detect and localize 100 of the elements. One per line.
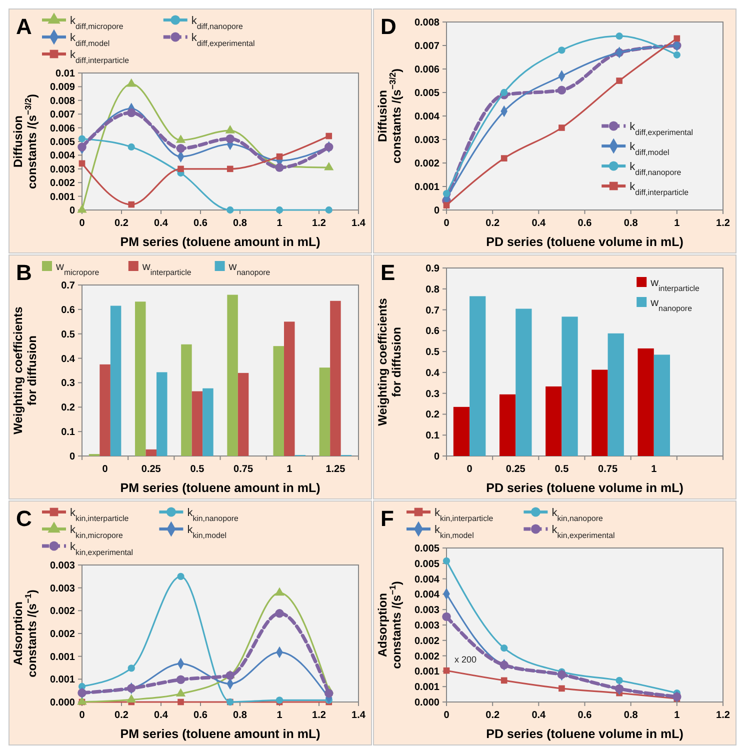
x-tick-label: 0	[444, 218, 450, 229]
bar	[638, 348, 654, 456]
legend-label: k$_{diff,experimental}$	[191, 32, 255, 48]
y-tick-label: 0.01	[56, 68, 76, 80]
x-tick-label: 1.2	[716, 710, 730, 721]
x-tick-label: 0.6	[194, 710, 208, 721]
x-tick-label: 0.25	[506, 464, 526, 475]
point	[128, 201, 135, 208]
point	[557, 86, 566, 95]
point	[78, 142, 86, 152]
point	[324, 688, 334, 698]
legend-label: k$_{diff,model}$	[630, 141, 670, 156]
x-tick-label: 1.4	[352, 218, 366, 229]
y-tick-label: 0	[434, 452, 440, 462]
y-tick-label: 0.005	[414, 88, 440, 99]
x-tick-label: 0.4	[532, 710, 546, 721]
bar	[546, 386, 562, 456]
point	[78, 160, 86, 167]
legend-label: k$_{diff,micropore}$	[70, 15, 124, 30]
x-tick-label: 1	[276, 710, 283, 721]
x-tick-label: 0	[466, 464, 473, 475]
bar	[273, 346, 284, 456]
legend-label: k$_{kin,experimental}$	[70, 541, 134, 556]
y-tick-label: 0.006	[414, 64, 440, 76]
y-tick-label: 0.003	[414, 620, 440, 632]
legend-label: k$_{kin,interparticle}$	[70, 507, 130, 522]
point	[176, 675, 186, 684]
point	[276, 206, 284, 214]
y-tick-label: 0.4	[61, 354, 76, 365]
bar	[654, 354, 670, 456]
bar	[156, 372, 168, 456]
y-tick-label: 0.000	[50, 698, 76, 708]
bar	[192, 391, 203, 456]
point	[500, 155, 508, 162]
y-tick-label: 0.004	[50, 150, 76, 162]
x-axis-title: PD series (toluene volume in mL)	[486, 235, 684, 249]
annotation: x 200	[454, 654, 477, 665]
point	[275, 609, 284, 618]
y-tick-label: 0.7	[426, 305, 440, 316]
x-tick-label: 1	[651, 464, 658, 475]
legend-label: k$_{kin,interparticle}$	[434, 507, 494, 522]
y-tick-label: 0.004	[414, 590, 440, 601]
point	[77, 204, 87, 213]
legend-label: w$_{micropore}$	[55, 261, 100, 276]
x-tick-label: 1	[674, 710, 680, 721]
point	[443, 667, 450, 674]
point	[226, 134, 234, 144]
x-tick-label: 0.5	[190, 464, 205, 475]
bar	[110, 306, 122, 456]
bar	[238, 372, 249, 456]
point	[274, 587, 284, 596]
x-tick-label: 0.2	[486, 218, 500, 229]
point	[226, 166, 234, 172]
x-tick-label: 0	[444, 710, 450, 721]
legend-label: k$_{kin,model}$	[434, 524, 474, 540]
y-tick-label: 0.004	[414, 112, 440, 122]
bar	[608, 333, 624, 456]
point	[616, 676, 623, 684]
point	[77, 696, 87, 705]
legend-label: k$_{diff,interparticle}$	[70, 49, 130, 64]
chart-title: C	[16, 506, 32, 531]
bar	[202, 388, 214, 456]
y-tick-label: 0.1	[426, 430, 440, 442]
legend-label: k$_{diff,model}$	[70, 32, 110, 48]
x-tick-label: 0.8	[624, 710, 638, 721]
point	[128, 664, 135, 672]
x-tick-label: 1.2	[312, 710, 326, 721]
point	[558, 46, 566, 54]
chart-title: D	[380, 14, 396, 39]
y-tick-label: 0.003	[50, 164, 76, 176]
y-tick-label: 0.001	[50, 192, 76, 203]
legend-label: w$_{nanopore}$	[650, 297, 693, 312]
x-tick-label: 0	[102, 464, 108, 475]
point	[225, 124, 235, 134]
point	[176, 134, 186, 143]
bar	[181, 344, 192, 456]
x-axis-title: PD series (toluene volume in mL)	[486, 727, 684, 741]
y-tick-label: 0.8	[426, 284, 440, 296]
x-tick-label: 0.2	[486, 710, 500, 721]
x-tick-label: 1	[286, 464, 293, 475]
legend-label: k$_{kin,model}$	[187, 524, 227, 540]
y-tick-label: 0.002	[50, 629, 76, 640]
y-tick-label: 0.000	[414, 698, 440, 708]
y-tick-label: 0	[69, 206, 76, 216]
legend-label: k$_{diff,interparticle}$	[630, 181, 690, 196]
y-tick-label: 0.005	[50, 137, 76, 148]
point	[442, 190, 450, 198]
legend-label: k$_{kin,nanopore}$	[187, 507, 240, 522]
chart-title: A	[16, 14, 32, 39]
y-tick-label: 0.002	[414, 651, 440, 662]
y-tick-label: 0.001	[414, 682, 440, 694]
bar	[227, 294, 238, 456]
x-axis-title: PM series (toluene amount in mL)	[120, 481, 320, 495]
point	[442, 612, 451, 622]
bar	[100, 364, 110, 456]
point	[500, 677, 508, 684]
legend-label: k$_{diff,nanopore}$	[630, 161, 682, 176]
x-tick-label: 1.2	[716, 218, 730, 229]
point	[128, 143, 135, 151]
y-tick-label: 0.001	[50, 652, 76, 663]
